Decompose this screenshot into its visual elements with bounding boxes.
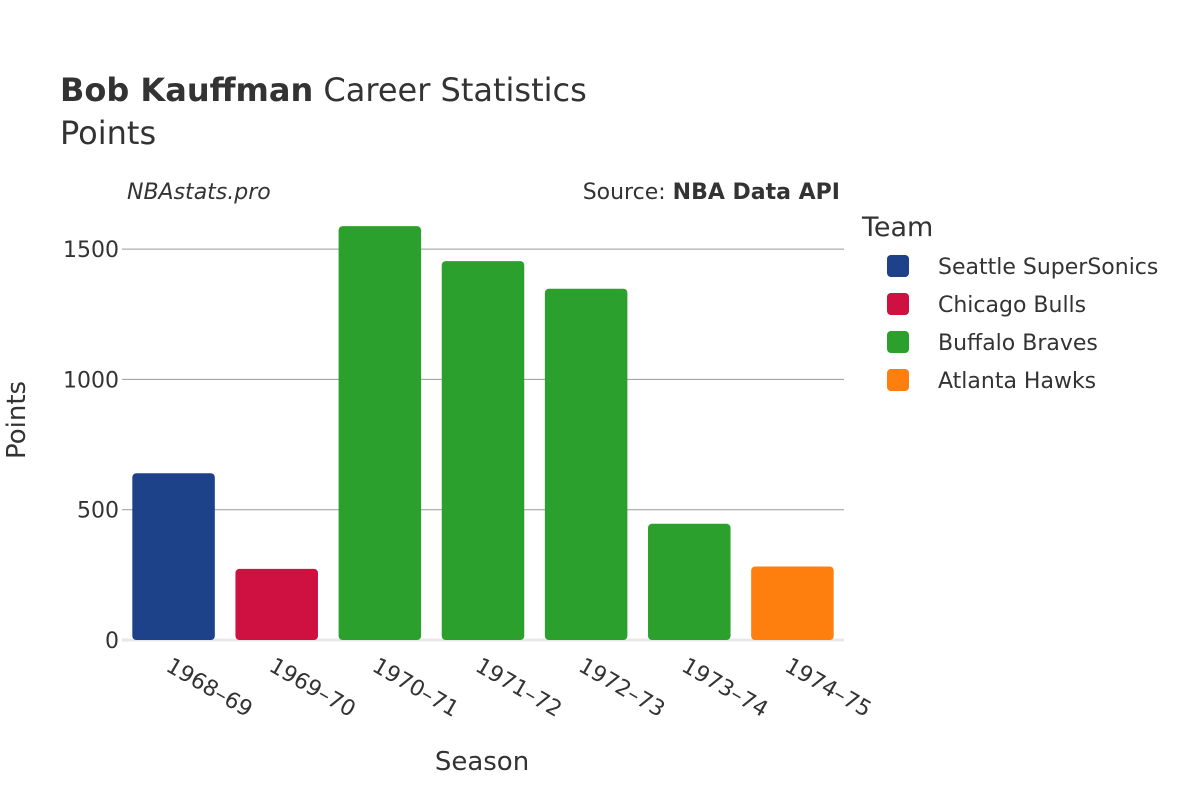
legend-swatch [887,331,909,353]
legend-items: Seattle SuperSonics Chicago Bulls Buffalo … [887,255,1158,394]
x-tick-label: 1971–72 [471,654,566,723]
y-tick-label: 500 [77,499,119,524]
legend: Team Seattle SuperSonics Chicago Bulls Buf… [861,212,1158,394]
legend-swatch [887,369,909,391]
legend-item: Seattle SuperSonics [887,255,1158,280]
x-tick-labels: 1968–69 1969–70 1970–71 1971–72 1972–73 1973–… [162,654,876,723]
x-tick-label: 1974–75 [780,654,875,723]
y-axis-title: Points [2,381,32,459]
bar [544,288,628,640]
legend-title: Team [861,212,933,243]
bar [751,566,834,640]
legend-swatch [887,255,909,277]
legend-item: Atlanta Hawks [887,369,1096,394]
source-text: Source: NBA Data API [583,180,840,205]
legend-item: Buffalo Braves [887,331,1098,356]
x-tick-label: 1973–74 [677,654,772,723]
bars [132,226,834,640]
x-tick-label: 1969–70 [265,654,360,723]
y-tick-label: 1500 [63,238,119,263]
chart-title-player: Bob Kauffman [60,71,313,109]
legend-label: Atlanta Hawks [938,369,1096,394]
legend-swatch [887,293,909,315]
bar [132,473,215,640]
bar [338,226,422,640]
legend-label: Buffalo Braves [938,331,1098,356]
chart-title: Bob Kauffman Career Statistics [60,71,587,109]
x-tick-label: 1972–73 [574,654,669,723]
source-name: NBA Data API [673,180,840,205]
chart-subtitle: Points [60,114,156,152]
legend-label: Chicago Bulls [938,293,1086,318]
bar [648,523,731,640]
bar [235,568,318,640]
watermark-text: NBAstats.pro [127,180,271,205]
y-tick-label: 0 [105,629,119,654]
chart-title-rest: Career Statistics [313,71,587,109]
x-tick-label: 1970–71 [368,654,463,723]
legend-item: Chicago Bulls [887,293,1086,318]
y-tick-labels: 0 500 1000 1500 [63,238,119,654]
legend-label: Seattle SuperSonics [938,255,1158,280]
source-prefix: Source: [583,180,673,205]
x-axis-title: Season [435,747,529,777]
y-tick-label: 1000 [63,368,119,393]
bar [441,261,525,640]
x-tick-label: 1968–69 [162,654,257,723]
